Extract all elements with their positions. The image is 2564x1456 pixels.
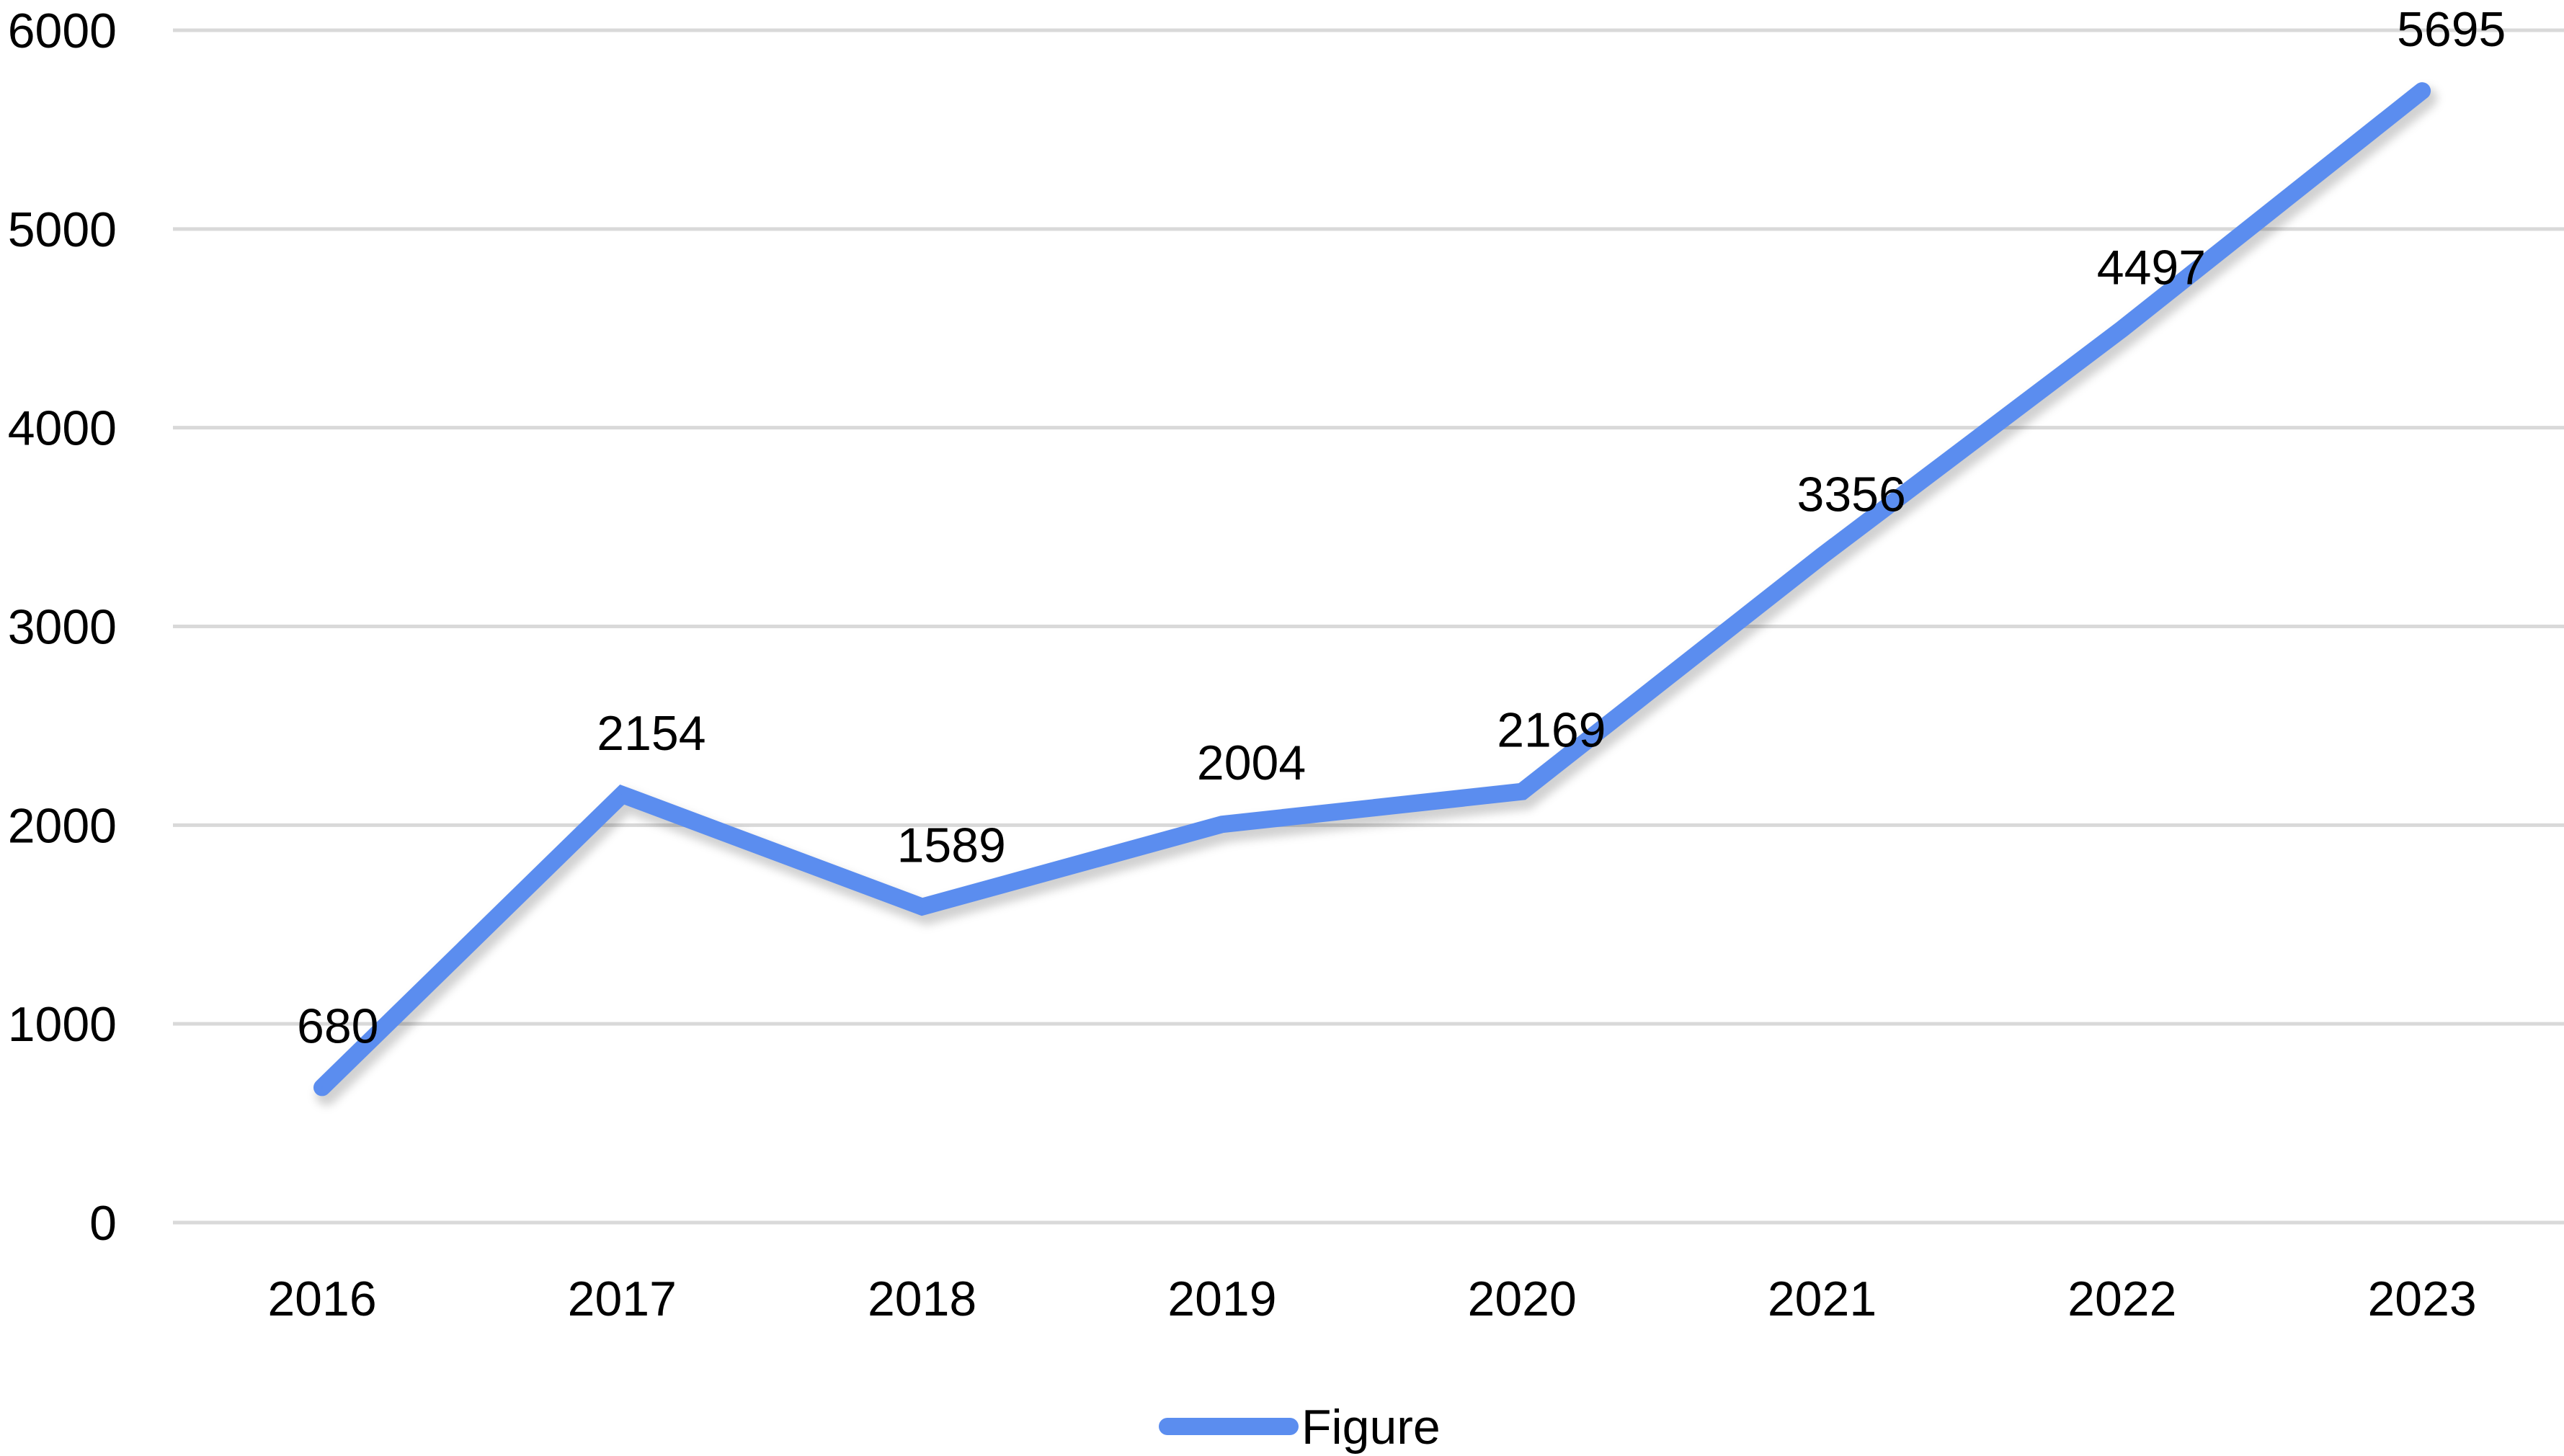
legend: Figure [1159, 1400, 1441, 1455]
legend-label: Figure [1301, 1400, 1441, 1455]
data-label: 2004 [1197, 736, 1306, 790]
data-label: 2154 [597, 706, 705, 761]
y-tick-label: 5000 [8, 202, 117, 257]
x-tick-label: 2016 [267, 1272, 376, 1326]
data-point [921, 906, 923, 908]
x-axis: 2016 2017 2018 2019 2020 2021 2022 2023 [267, 1272, 2476, 1326]
y-tick-label: 0 [89, 1196, 117, 1251]
y-tick-label: 6000 [8, 4, 117, 58]
data-point [621, 793, 623, 795]
data-label: 3356 [1797, 467, 1906, 522]
x-tick-label: 2019 [1167, 1272, 1276, 1326]
x-tick-label: 2018 [868, 1272, 976, 1326]
data-point [1521, 790, 1523, 792]
data-labels: 680 2154 1589 2004 2169 3356 4497 5695 [297, 2, 2506, 1053]
data-label: 680 [297, 999, 378, 1053]
x-tick-label: 2022 [2067, 1272, 2176, 1326]
data-label: 4497 [2097, 241, 2206, 295]
y-tick-label: 4000 [8, 401, 117, 456]
data-point [1221, 823, 1223, 826]
data-point [2421, 90, 2423, 92]
x-tick-label: 2020 [1468, 1272, 1577, 1326]
series-line [313, 82, 2431, 1097]
gridlines [173, 28, 2564, 1225]
x-tick-label: 2023 [2367, 1272, 2476, 1326]
data-label: 1589 [897, 818, 1006, 873]
data-point [1821, 555, 1823, 557]
y-tick-label: 1000 [8, 997, 117, 1052]
x-tick-label: 2021 [1768, 1272, 1877, 1326]
x-tick-label: 2017 [568, 1272, 677, 1326]
data-point [321, 1086, 323, 1089]
y-tick-label: 3000 [8, 600, 117, 655]
series-plot [313, 82, 2438, 1106]
y-tick-label: 2000 [8, 798, 117, 853]
data-point [2121, 328, 2123, 330]
y-axis: 0 1000 2000 3000 4000 5000 6000 [8, 4, 117, 1251]
data-label: 5695 [2397, 2, 2506, 57]
data-label: 2169 [1497, 703, 1606, 758]
